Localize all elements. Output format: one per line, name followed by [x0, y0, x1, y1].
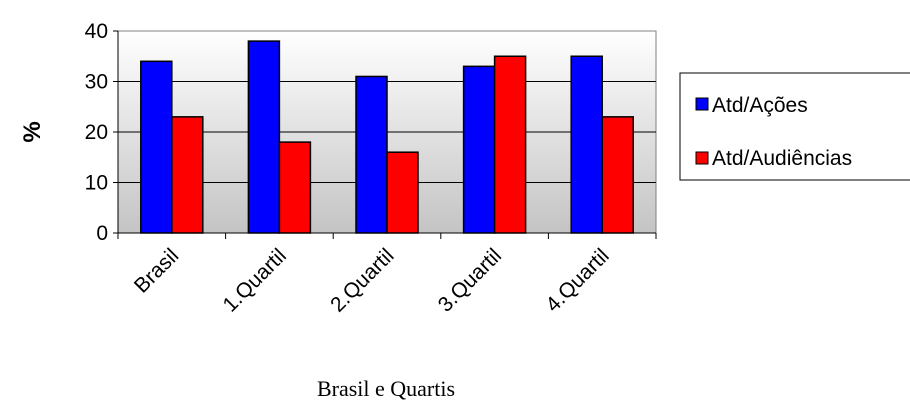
bar-atd-audi-ncias-0: [171, 116, 204, 234]
x-tick-label: 4.Quartil: [541, 244, 613, 316]
bar-atd-a-es-0: [140, 60, 173, 234]
bar-atd-audi-ncias-1: [278, 141, 312, 234]
y-tick-labels: 0 10 20 30 40: [85, 20, 108, 245]
x-axis-label: Brasil e Quartis: [317, 376, 455, 401]
legend-label-atd-acoes: Atd/Ações: [712, 94, 808, 117]
x-tick-label: 1.Quartil: [219, 244, 291, 316]
axes: [113, 30, 657, 239]
x-tick-labels: Brasil 1.Quartil 2.Quartil 3.Quartil 4.Quart…: [130, 244, 614, 316]
bar-atd-a-es-1: [247, 40, 281, 234]
bar-atd-a-es-4: [570, 55, 603, 234]
y-tick-label: 20: [85, 121, 108, 144]
legend-swatch-atd-acoes: [695, 97, 709, 111]
bar-atd-a-es-3: [462, 65, 496, 234]
bars: [140, 40, 634, 234]
legend-label-atd-audiencias: Atd/Audiências: [712, 147, 852, 170]
y-axis-label: %: [19, 121, 46, 142]
x-tick-label: Brasil: [130, 244, 183, 297]
y-tick-label: 30: [85, 71, 108, 94]
legend-box: [679, 72, 910, 181]
y-tick-label: 10: [85, 172, 108, 195]
y-tick-label: 40: [85, 20, 108, 43]
legend: Atd/Ações Atd/Audiências: [679, 72, 910, 181]
x-tick-label: 3.Quartil: [434, 244, 506, 316]
bar-atd-audi-ncias-3: [493, 55, 527, 234]
legend-swatch-atd-audiencias: [695, 151, 709, 165]
bar-atd-audi-ncias-2: [386, 151, 419, 234]
x-tick-label: 2.Quartil: [326, 244, 398, 316]
y-tick-label: 0: [96, 222, 108, 245]
bar-atd-audi-ncias-4: [601, 116, 634, 234]
bar-atd-a-es-2: [355, 75, 388, 234]
